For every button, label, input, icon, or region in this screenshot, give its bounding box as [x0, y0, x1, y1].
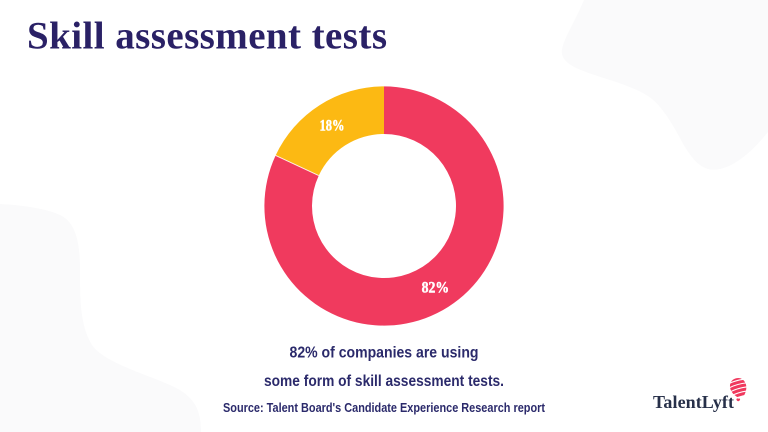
svg-text:18%: 18%	[320, 118, 345, 135]
svg-text:TalentLyft: TalentLyft	[653, 392, 734, 412]
svg-text:Skill assessment tests: Skill assessment tests	[27, 15, 387, 58]
svg-text:82%: 82%	[422, 279, 450, 296]
svg-text:some form of skill assessment: some form of skill assessment tests.	[264, 373, 504, 390]
svg-text:82% of companies are using: 82% of companies are using	[290, 345, 479, 362]
svg-text:Source: Talent Board's Candida: Source: Talent Board's Candidate Experie…	[223, 400, 546, 415]
